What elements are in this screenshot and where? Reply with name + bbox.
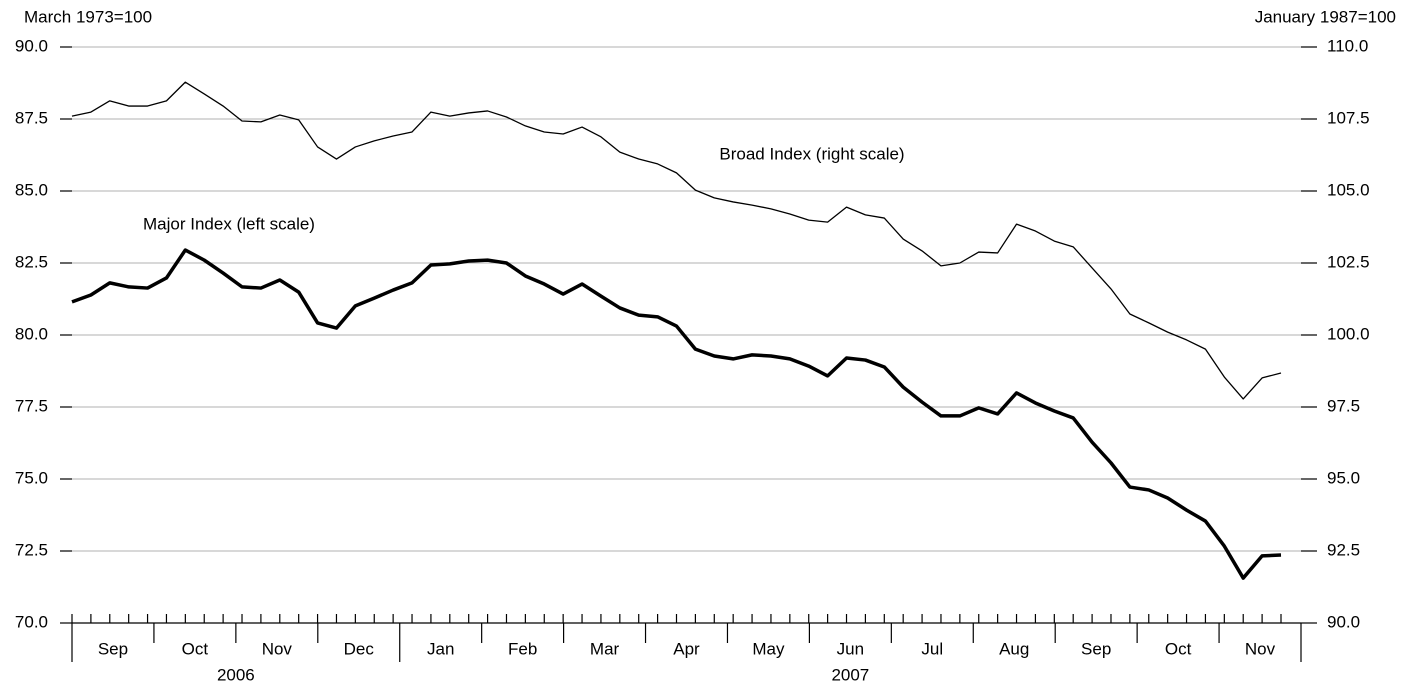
y-tick-label: 82.5 [15, 252, 48, 271]
x-tick-label: Aug [999, 639, 1029, 658]
y-tick-label: 70.0 [15, 612, 48, 631]
y-tick-label: 77.5 [15, 396, 48, 415]
y2-axis-title: January 1987=100 [1255, 7, 1396, 26]
x-tick-label: Nov [1245, 639, 1276, 658]
series-line [71, 81, 1282, 400]
y2-tick-label: 92.5 [1327, 540, 1360, 559]
year-label: 2007 [831, 665, 869, 684]
x-tick-label: Jan [427, 639, 454, 658]
x-tick-label: Jul [921, 639, 943, 658]
x-tick-label: Jun [837, 639, 864, 658]
y2-tick-label: 107.5 [1327, 108, 1370, 127]
y-tick-label: 90.0 [15, 36, 48, 55]
y2-tick-label: 90.0 [1327, 612, 1360, 631]
year-label: 2006 [217, 665, 255, 684]
y-axis-title: March 1973=100 [24, 7, 152, 26]
x-tick-label: Feb [508, 639, 537, 658]
x-tick-label: Dec [344, 639, 375, 658]
series-line [71, 248, 1282, 580]
x-tick-label: Oct [1165, 639, 1192, 658]
y2-tick-label: 105.0 [1327, 180, 1370, 199]
y2-tick-label: 95.0 [1327, 468, 1360, 487]
y-tick-label: 75.0 [15, 468, 48, 487]
x-tick-label: Sep [1081, 639, 1111, 658]
y-tick-label: 87.5 [15, 108, 48, 127]
y2-tick-label: 110.0 [1327, 36, 1368, 55]
y-tick-label: 80.0 [15, 324, 48, 343]
series-label: Major Index (left scale) [143, 214, 315, 233]
y2-tick-label: 100.0 [1327, 324, 1370, 343]
y2-tick-label: 97.5 [1327, 396, 1360, 415]
x-tick-label: Mar [590, 639, 620, 658]
x-tick-label: Oct [182, 639, 209, 658]
y-tick-label: 72.5 [15, 540, 48, 559]
x-tick-label: Sep [98, 639, 128, 658]
x-tick-label: Apr [673, 639, 700, 658]
series-label: Broad Index (right scale) [719, 144, 904, 163]
y-tick-label: 85.0 [15, 180, 48, 199]
x-tick-label: Nov [262, 639, 293, 658]
y2-tick-label: 102.5 [1327, 252, 1370, 271]
x-tick-label: May [752, 639, 785, 658]
